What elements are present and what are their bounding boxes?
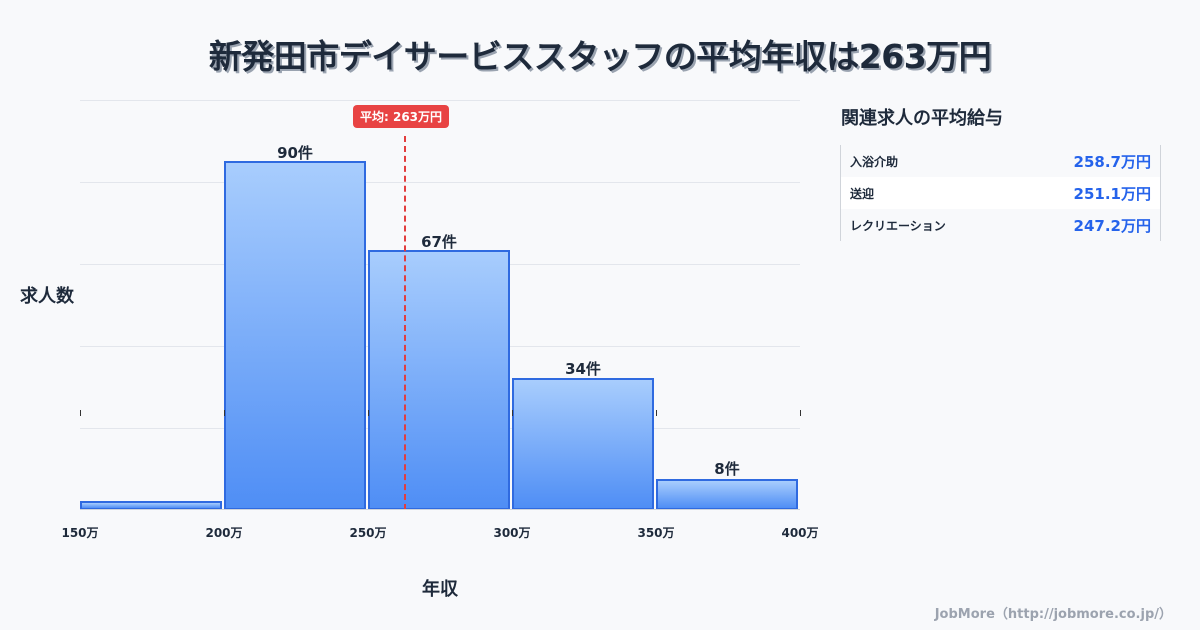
average-line [404,136,406,510]
bar-value-label: 34件 [565,360,601,378]
job-category-name: 送迎 [850,186,875,201]
bar-value-label: 8件 [714,460,740,478]
x-axis-label: 年収 [422,579,458,600]
related-salary-row: 入浴介助 258.7万円 [841,145,1160,177]
x-tick [800,410,801,416]
bar-value-label: 67件 [421,233,457,251]
x-tick [224,410,225,416]
x-tick [368,410,369,416]
x-tick [512,410,513,416]
histogram-bar-200-250 [224,161,366,510]
x-tick-label: 300万 [493,526,531,540]
average-badge: 平均: 263万円 [353,105,450,128]
bar-value-label: 90件 [277,144,313,162]
related-salary-table: 入浴介助 258.7万円 送迎 251.1万円 レクリエーション 247.2万円 [840,145,1161,241]
x-axis-line [80,509,800,510]
related-salary-title: 関連求人の平均給与 [841,108,1003,129]
histogram-chart: 90件 67件 34件 8件 平均: 263万円 [80,100,800,510]
average-salary-value: 251.1万円 [1073,184,1151,203]
related-salary-row: 送迎 251.1万円 [841,177,1160,209]
y-axis-label: 求人数 [20,286,74,307]
x-tick-label: 400万 [781,526,819,540]
histogram-bar-250-300 [368,250,510,510]
histogram-bar-300-350 [512,378,654,510]
x-tick-label: 150万 [61,526,99,540]
job-category-name: 入浴介助 [850,154,899,169]
x-tick-label: 250万 [349,526,387,540]
histogram-bar-350-400 [656,479,798,510]
job-category-name: レクリエーション [850,218,946,233]
x-tick-label: 200万 [205,526,243,540]
gridline [80,100,800,101]
x-tick [80,410,81,416]
related-salary-row: レクリエーション 247.2万円 [841,209,1160,241]
x-tick [656,410,657,416]
average-salary-value: 258.7万円 [1073,152,1151,171]
source-credit: JobMore（http://jobmore.co.jp/） [934,607,1172,622]
gridline [80,182,800,183]
x-tick-label: 350万 [637,526,675,540]
page-title: 新発田市デイサービススタッフの平均年収は263万円 [208,37,992,76]
average-salary-value: 247.2万円 [1073,216,1151,235]
